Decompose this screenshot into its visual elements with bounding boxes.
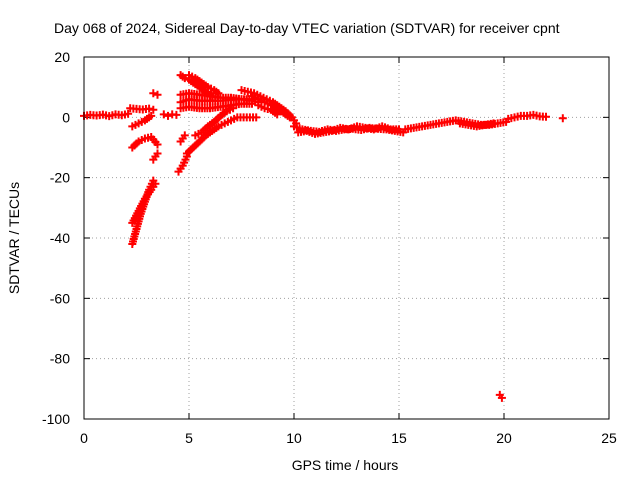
series-arc-after-10b [294, 122, 403, 138]
series-arc-20-22 [504, 110, 550, 123]
series-arc-dip-4.6b [176, 131, 189, 146]
series-arc-mid-2 [128, 132, 162, 152]
data-point [147, 111, 156, 120]
series-arc-isolated-low [149, 149, 162, 164]
data-point [145, 104, 154, 113]
series-arc-outlier [495, 390, 506, 402]
series-arc-18-19 [455, 119, 498, 131]
series-arc-rising-2 [191, 104, 238, 140]
data-point [153, 140, 162, 149]
x-tick-label: 5 [185, 430, 193, 446]
data-point [248, 99, 256, 108]
series-arc-upper-2 [149, 89, 162, 99]
data-point [151, 179, 160, 188]
series-arc-upper-1 [126, 104, 158, 114]
data-point [149, 105, 158, 114]
series-arc-high-5b [185, 71, 223, 98]
data-point [172, 110, 181, 119]
data-point [285, 113, 294, 122]
series-arc-mid-1 [128, 111, 156, 131]
data-point [229, 104, 238, 113]
data-point [497, 393, 506, 402]
data-point [180, 74, 189, 83]
x-tick-label: 25 [601, 430, 617, 446]
x-axis-label: GPS time / hours [292, 457, 399, 473]
y-tick-label: 0 [62, 109, 70, 125]
y-tick-label: -60 [50, 290, 70, 306]
y-tick-label: -40 [50, 230, 70, 246]
series-arc-rising-main [182, 113, 261, 158]
data-point [273, 110, 282, 119]
series-arc-steep-2 [128, 179, 160, 227]
y-tick-label: -20 [50, 170, 70, 186]
series-arc-late [558, 114, 567, 123]
x-tick-label: 10 [286, 430, 302, 446]
data-point [159, 110, 168, 119]
y-tick-label: -80 [50, 351, 70, 367]
x-tick-label: 15 [391, 430, 407, 446]
data-points [80, 71, 567, 402]
x-tick-label: 0 [80, 430, 88, 446]
x-tick-label: 20 [496, 430, 512, 446]
data-point [153, 90, 162, 99]
data-point [489, 119, 498, 128]
series-arc-band-low [176, 99, 256, 113]
data-point [153, 149, 162, 158]
data-point [252, 113, 261, 122]
data-point [124, 109, 133, 118]
chart-title: Day 068 of 2024, Sidereal Day-to-day VTE… [54, 20, 560, 36]
series-arc-around-4 [159, 110, 181, 120]
y-axis-label: SDTVAR / TECUs [6, 182, 22, 294]
data-point [558, 114, 567, 123]
data-point [542, 112, 550, 121]
data-point [180, 131, 189, 140]
plot-frame [83, 56, 610, 420]
y-tick-label: 20 [54, 49, 70, 65]
data-point [164, 111, 172, 120]
data-point [149, 89, 158, 98]
y-tick-label: -100 [42, 411, 70, 427]
series-arc-peak-8c [254, 101, 282, 119]
